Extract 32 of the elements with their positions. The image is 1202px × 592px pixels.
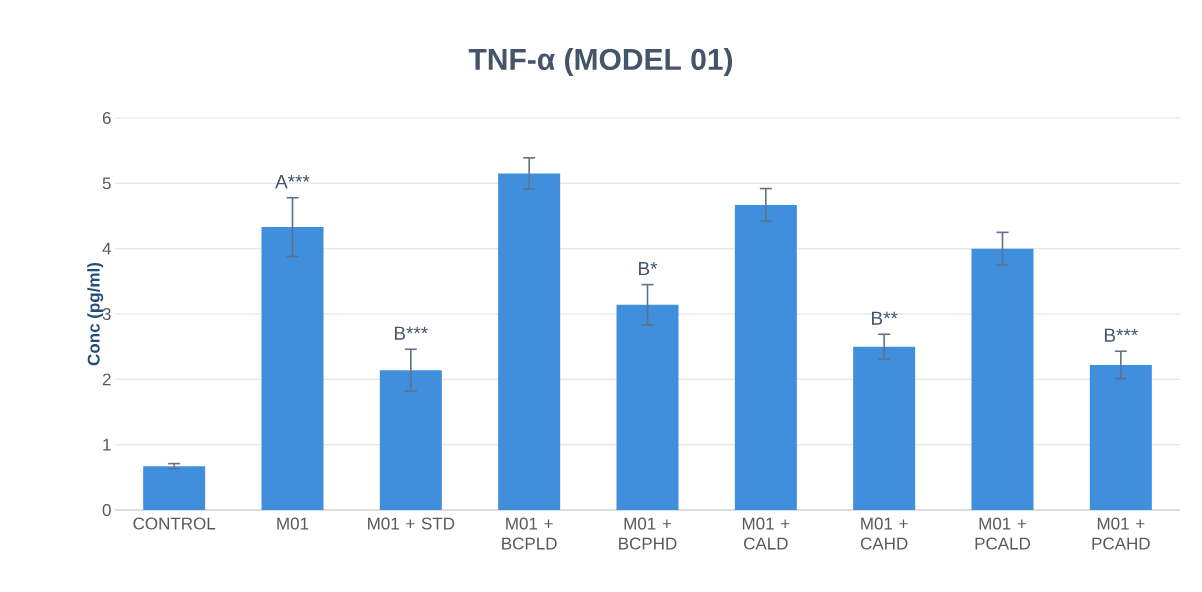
y-tick-label: 3 (102, 307, 111, 321)
annotation: B** (871, 311, 898, 325)
annotation: B* (639, 262, 658, 276)
x-tick-label: M01 + BCPHD (619, 517, 677, 550)
y-tick-label: 6 (102, 111, 111, 125)
y-tick-label: 4 (102, 242, 111, 255)
bar (616, 304, 679, 510)
x-tick-label: M01 + CAHD (860, 517, 908, 550)
bar (734, 204, 797, 510)
x-tick-label: M01 + BCPLD (502, 517, 557, 550)
x-tick-label: M01 + PCAHD (1092, 517, 1150, 550)
annotation: A*** (275, 175, 310, 189)
bar (379, 370, 442, 510)
x-tick-label: M01 (277, 517, 309, 530)
y-tick-label: 1 (103, 438, 111, 451)
annotation: B*** (394, 326, 428, 340)
chart-title: TNF-α (MODEL 01) (468, 48, 733, 76)
bar (143, 466, 206, 510)
bar (498, 173, 561, 510)
y-tick-label: 2 (102, 373, 111, 386)
annotation: B*** (1104, 328, 1138, 342)
x-tick-label: M01 + PCALD (975, 517, 1031, 550)
x-tick-label: M01 + CALD (742, 517, 790, 550)
bar (1089, 364, 1152, 510)
x-tick-label: CONTROL (133, 517, 216, 530)
bar (261, 227, 324, 510)
x-tick-label: M01 + STD (368, 517, 455, 530)
bar (853, 346, 916, 510)
y-axis-title: Conc (pg/ml) (87, 262, 104, 366)
y-tick-label: 5 (102, 177, 111, 190)
y-tick-label: 0 (102, 503, 111, 517)
bar (971, 248, 1034, 510)
